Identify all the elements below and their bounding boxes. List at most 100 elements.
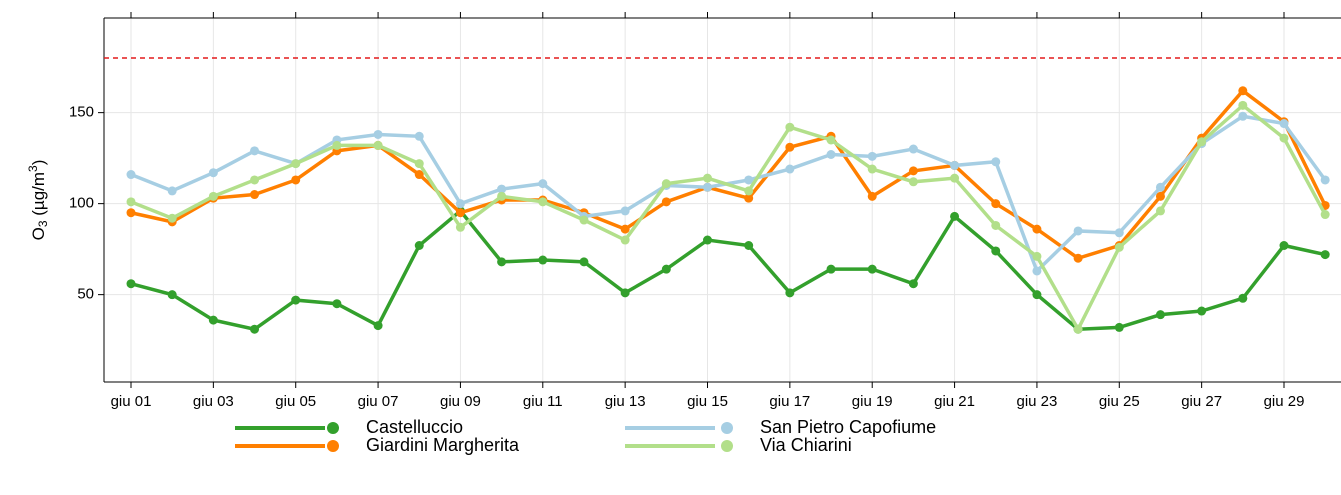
data-point [126,279,136,289]
data-point [991,157,1001,167]
data-point [1197,137,1207,147]
x-tick-label: giu 05 [275,393,316,410]
data-point [1155,191,1165,201]
data-point [950,160,960,170]
data-point [1279,241,1289,250]
data-point [1197,306,1207,316]
y-tick-label: 50 [77,286,94,303]
data-point [991,220,1001,230]
data-point [826,150,836,159]
data-point [455,208,465,218]
data-point [250,190,260,200]
data-point [1155,310,1165,320]
legend-dot [327,422,339,434]
data-point [620,288,630,298]
data-point [620,206,630,216]
data-point [455,199,465,209]
legend-dot [721,440,733,452]
legend-dot [327,440,339,452]
y-axis-label: O3 (µg/m3) [26,160,50,241]
data-point [826,264,836,274]
legend-label: Castelluccio [366,417,463,437]
x-tick-label: giu 17 [769,393,810,410]
x-tick-label: giu 11 [523,393,563,410]
series-line [130,103,1327,333]
data-point [250,146,260,156]
data-point [744,186,754,196]
data-point [991,199,1001,209]
data-point [167,186,177,196]
x-tick-label: giu 09 [440,393,481,410]
data-point [126,170,136,180]
data-point [126,208,136,218]
series-line [130,88,1327,261]
data-point [538,197,548,207]
y-tick-label: 150 [69,104,94,121]
y-tick-label: 100 [69,195,94,212]
data-point [1155,182,1165,192]
data-point [950,173,960,183]
data-point [661,179,671,189]
data-point [579,257,589,267]
data-point [1114,242,1124,252]
data-point [991,246,1001,256]
x-tick-label: giu 25 [1099,393,1140,410]
y-label-end: ) [29,160,48,166]
data-point [703,182,712,192]
x-tick-label: giu 21 [934,393,975,410]
y-label-main: O [29,227,48,240]
data-point [497,184,507,194]
data-point [332,140,342,150]
data-point [744,175,754,185]
data-point [291,175,301,185]
x-tick-label: giu 13 [605,393,646,410]
data-point [703,173,712,183]
x-tick-label: giu 03 [193,393,234,410]
data-point [867,151,877,161]
y-label-sub: 3 [36,220,50,227]
data-point [414,159,424,169]
data-point [1279,133,1289,143]
data-point [1238,86,1248,96]
data-point [1073,226,1083,236]
data-point [1155,206,1165,216]
x-tick-label: giu 07 [358,393,399,410]
data-point [167,213,177,223]
data-point [661,197,671,207]
data-point [785,142,795,152]
data-point [661,264,671,274]
data-point [414,170,424,180]
data-point [1320,210,1330,220]
data-point [1032,290,1042,300]
data-point [908,166,918,176]
legend-label: Giardini Margherita [366,435,520,455]
data-point [126,197,136,207]
y-label-sup: 3 [26,165,40,172]
data-point [1032,251,1042,261]
data-point [497,191,507,201]
data-point [867,264,877,274]
data-point [538,179,548,189]
data-point [1238,111,1248,121]
data-point [908,279,918,289]
series-line [130,208,1326,332]
data-point [867,164,877,174]
data-point [414,241,424,250]
x-tick-label: giu 27 [1181,393,1222,410]
data-point [250,324,260,334]
legend-label: San Pietro Capofiume [760,417,936,437]
data-point [785,288,795,298]
data-point [703,235,712,245]
data-point [826,135,836,145]
legend-label: Via Chiarini [760,435,852,455]
data-point [1073,324,1083,334]
data-point [908,177,918,187]
data-point [291,159,301,169]
data-point [785,164,795,174]
data-point [208,315,218,325]
data-point [1114,322,1124,332]
data-point [744,193,754,203]
data-point [373,321,383,331]
data-point [1238,293,1248,303]
data-point [908,144,918,154]
